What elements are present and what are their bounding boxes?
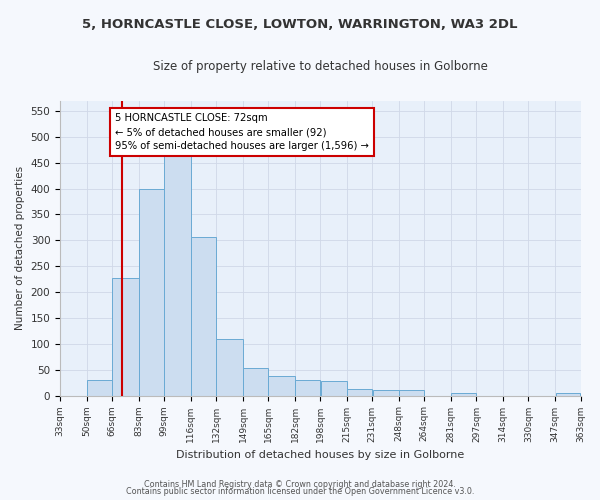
X-axis label: Distribution of detached houses by size in Golborne: Distribution of detached houses by size … (176, 450, 464, 460)
Bar (217, 338, 243, 396)
Y-axis label: Number of detached properties: Number of detached properties (15, 166, 25, 330)
Bar (373, 390, 399, 396)
Bar (191, 236, 216, 396)
Bar (243, 368, 268, 396)
Bar (451, 393, 476, 396)
Bar (87, 380, 112, 396)
Text: 5, HORNCASTLE CLOSE, LOWTON, WARRINGTON, WA3 2DL: 5, HORNCASTLE CLOSE, LOWTON, WARRINGTON,… (82, 18, 518, 30)
Bar (164, 156, 191, 396)
Bar (268, 376, 295, 396)
Bar (400, 390, 424, 396)
Bar (556, 393, 580, 396)
Title: Size of property relative to detached houses in Golborne: Size of property relative to detached ho… (153, 60, 488, 73)
Text: 5 HORNCASTLE CLOSE: 72sqm
← 5% of detached houses are smaller (92)
95% of semi-d: 5 HORNCASTLE CLOSE: 72sqm ← 5% of detach… (115, 114, 369, 152)
Bar (347, 389, 372, 396)
Text: Contains HM Land Registry data © Crown copyright and database right 2024.: Contains HM Land Registry data © Crown c… (144, 480, 456, 489)
Bar (295, 380, 320, 396)
Bar (112, 278, 139, 396)
Bar (320, 380, 347, 396)
Text: Contains public sector information licensed under the Open Government Licence v3: Contains public sector information licen… (126, 487, 474, 496)
Bar (139, 188, 164, 396)
